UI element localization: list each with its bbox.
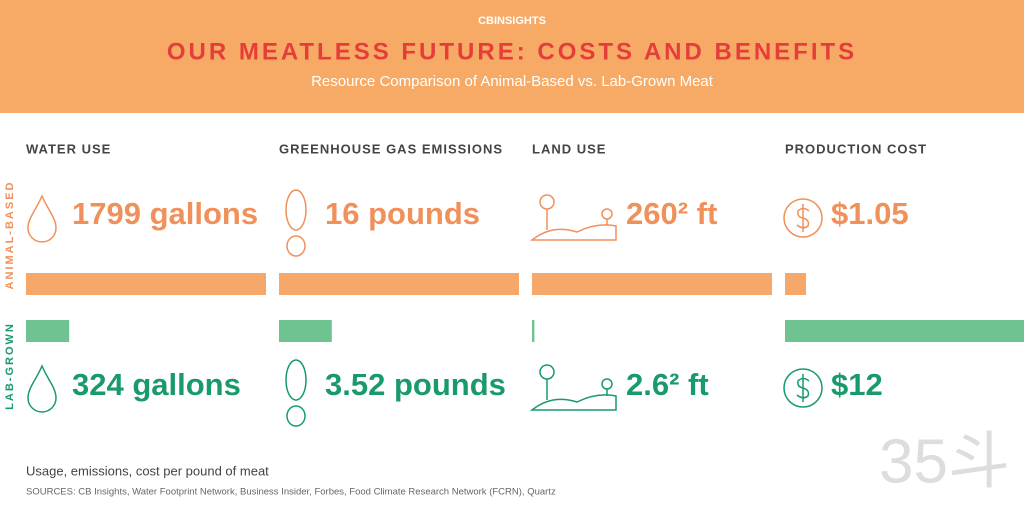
value-lab: 3.52 pounds: [325, 367, 506, 402]
icon-dollar: [796, 204, 810, 232]
metric-header: PRODUCTION COST: [785, 141, 927, 156]
metric-header: LAND USE: [532, 141, 606, 156]
bar-lab: [279, 320, 332, 342]
icon-foot: [286, 405, 306, 427]
icon-dollar: [783, 198, 823, 238]
icon-dollar: [783, 368, 823, 408]
icon-drop: [27, 194, 57, 243]
subtitle: Resource Comparison of Animal-Based vs. …: [311, 73, 714, 90]
bar-lab: [532, 320, 535, 342]
icon-tree: [539, 364, 555, 380]
header-band: [0, 0, 1024, 113]
icon-drop: [27, 364, 57, 413]
value-animal: 16 pounds: [325, 196, 480, 231]
value-lab: $12: [831, 367, 883, 402]
row-label: LAB-GROWN: [4, 322, 16, 410]
value-animal: 1799 gallons: [72, 196, 258, 231]
value-lab: 2.6² ft: [626, 367, 709, 402]
bar-animal: [26, 273, 266, 295]
icon-tree: [601, 378, 613, 390]
icon-tree: [539, 194, 555, 210]
brand: CBINSIGHTS: [478, 15, 546, 27]
icon-dollar: [796, 374, 810, 402]
metric-header: GREENHOUSE GAS EMISSIONS: [279, 141, 503, 156]
icon-land: [529, 224, 617, 241]
metric-header: WATER USE: [26, 141, 111, 156]
icon-land: [529, 394, 617, 411]
bar-animal: [532, 273, 772, 295]
footnote: Usage, emissions, cost per pound of meat: [26, 463, 269, 478]
value-animal: 260² ft: [626, 196, 717, 231]
watermark: 35斗: [879, 427, 1010, 496]
row-label: ANIMAL-BASED: [4, 181, 16, 290]
bar-animal: [785, 273, 806, 295]
sources: SOURCES: CB Insights, Water Footprint Ne…: [26, 487, 556, 498]
icon-foot: [285, 359, 307, 401]
bar-animal: [279, 273, 519, 295]
icon-tree: [601, 208, 613, 220]
bar-lab: [26, 320, 70, 342]
bar-lab: [785, 320, 1024, 342]
value-animal: $1.05: [831, 196, 909, 231]
title: OUR MEATLESS FUTURE: COSTS AND BENEFITS: [167, 38, 857, 65]
icon-foot: [286, 235, 306, 257]
value-lab: 324 gallons: [72, 367, 241, 402]
icon-foot: [285, 189, 307, 231]
